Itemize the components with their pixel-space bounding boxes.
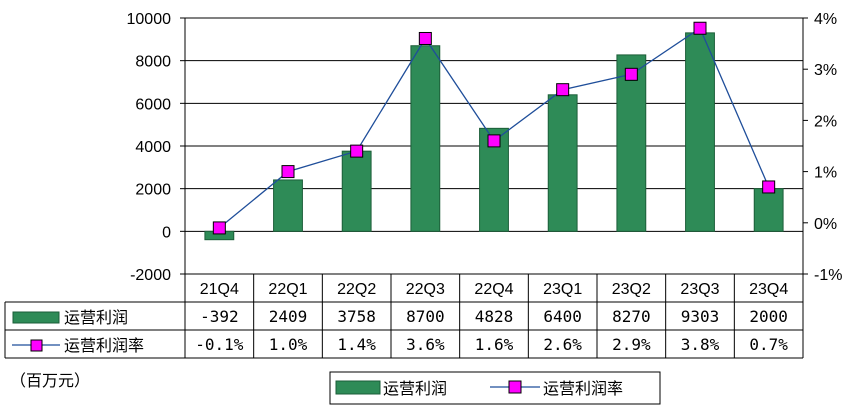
bar-23Q4: [753, 188, 784, 232]
margin-value-cell: 1.4%: [337, 335, 376, 354]
profit-value-cell: 6400: [543, 307, 582, 326]
category-label: 22Q4: [474, 281, 513, 298]
right-tick-label: -1%: [814, 267, 842, 284]
margin-value-cell: 3.8%: [681, 335, 720, 354]
profit-value-cell: 2409: [269, 307, 308, 326]
left-tick-label: 8000: [135, 54, 171, 71]
bar-23Q2: [616, 54, 647, 232]
profit-value-cell: 3758: [337, 307, 376, 326]
margin-point-23Q2: [624, 67, 638, 81]
legend-key-marker: [508, 380, 522, 394]
row-header-profit: 运营利润: [64, 308, 128, 327]
profit-value-cell: 8270: [612, 307, 651, 326]
margin-point-23Q1: [556, 83, 570, 97]
category-label: 22Q3: [406, 281, 445, 298]
margin-point-23Q3: [693, 21, 707, 35]
margin-point-21Q4: [212, 221, 226, 235]
profit-value-cell: 8700: [406, 307, 445, 326]
legend-box: [329, 371, 661, 405]
category-label: 23Q4: [749, 281, 788, 298]
category-label: 23Q3: [680, 281, 719, 298]
bar-22Q1: [273, 179, 303, 232]
category-label: 22Q1: [268, 281, 307, 298]
margin-value-cell: 3.6%: [406, 335, 445, 354]
margin-value-cell: 0.7%: [749, 335, 788, 354]
right-tick-label: 0%: [814, 216, 837, 233]
margin-value-cell: 2.6%: [543, 335, 582, 354]
row-key-bar: [12, 311, 60, 324]
left-tick-label: 10000: [127, 11, 172, 28]
left-tick-label: 6000: [135, 96, 171, 113]
legend-label-margin: 运营利润率: [543, 379, 623, 398]
bar-22Q3: [410, 45, 441, 232]
profit-value-cell: 9303: [681, 307, 720, 326]
category-label: 23Q2: [612, 281, 651, 298]
row-header-margin: 运营利润率: [64, 336, 144, 355]
bar-22Q2: [341, 150, 372, 232]
unit-note: （百万元）: [10, 371, 90, 390]
profit-value-cell: 4828: [475, 307, 514, 326]
right-tick-label: 2%: [814, 113, 837, 130]
margin-value-cell: 2.9%: [612, 335, 651, 354]
data-table: 21Q4 -392 -0.1% 22Q1 2409 1.0% 22Q2 3758 1.4% 22Q…: [4, 274, 804, 359]
left-tick-label: 0: [162, 224, 171, 241]
profit-value-cell: 2000: [749, 307, 788, 326]
right-y-axis: 4% 3% 2% 1% 0% -1%: [802, 11, 842, 284]
bar-23Q1: [547, 94, 578, 232]
profit-value-cell: -392: [200, 307, 239, 326]
legend-label-profit: 运营利润: [383, 379, 447, 398]
legend-key-bar: [335, 380, 381, 395]
margin-point-22Q1: [281, 165, 295, 179]
category-label: 21Q4: [200, 281, 239, 298]
legend: 运营利润 运营利润率: [329, 371, 661, 405]
margin-point-22Q4: [487, 134, 501, 148]
margin-point-22Q3: [418, 31, 432, 45]
margin-value-cell: 1.0%: [269, 335, 308, 354]
left-tick-label: 4000: [135, 139, 171, 156]
row-key-marker: [30, 339, 43, 352]
margin-point-22Q2: [350, 144, 364, 158]
right-tick-label: 3%: [814, 62, 837, 79]
left-tick-label: 2000: [135, 182, 171, 199]
right-tick-label: 1%: [814, 165, 837, 182]
left-y-axis: 10000 8000 6000 4000 2000 0 -2000: [127, 11, 186, 284]
margin-value-cell: 1.6%: [475, 335, 514, 354]
margin-value-cell: -0.1%: [195, 335, 244, 354]
unit-label: （百万元）: [10, 371, 90, 390]
category-label: 22Q2: [337, 281, 376, 298]
category-label: 23Q1: [543, 281, 582, 298]
left-tick-label: -2000: [130, 267, 171, 284]
right-tick-label: 4%: [814, 11, 837, 28]
bar-23Q3: [685, 32, 715, 232]
margin-point-23Q4: [762, 180, 776, 194]
line-series-operating-margin: [212, 21, 776, 235]
